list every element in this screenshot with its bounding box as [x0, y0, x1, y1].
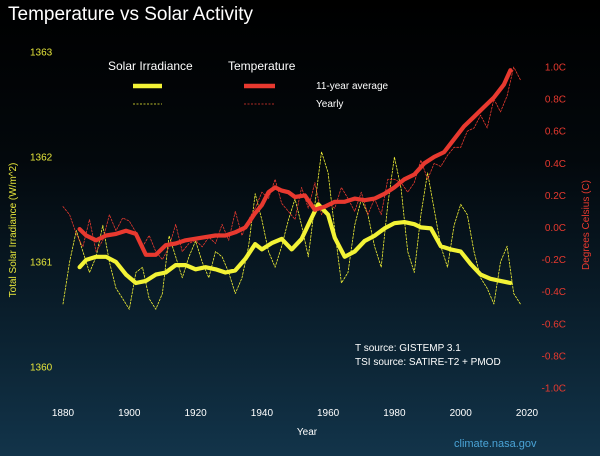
x-axis-label: Year	[297, 427, 318, 438]
y-right-tick-label: 0.2C	[545, 191, 566, 202]
legend-label-yearly: Yearly	[316, 99, 343, 110]
x-tick-label: 1920	[184, 408, 207, 419]
legend-group-solar: Solar Irradiance	[108, 59, 193, 73]
y-left-axis-label: Total Solar Irradiance (W/m^2)	[8, 163, 19, 298]
x-tick-label: 1900	[118, 408, 141, 419]
y-right-tick-label: 0.0C	[545, 223, 566, 234]
y-right-tick-label: 1.0C	[545, 63, 566, 74]
x-tick-label: 1880	[52, 408, 75, 419]
axis-ticks: 1880 1900 1920 1940 1960 1980 2000 2020 1360 1361…	[30, 48, 566, 420]
y-right-tick-label: 0.6C	[545, 127, 566, 138]
y-left-tick-label: 1361	[30, 258, 53, 269]
annotation-tsi-source: TSI source: SATIRE-T2 + PMOD	[355, 357, 501, 368]
x-tick-label: 1980	[383, 408, 406, 419]
y-right-tick-label: 0.8C	[545, 95, 566, 106]
y-right-tick-label: -0.8C	[542, 351, 566, 362]
y-left-tick-label: 1362	[30, 153, 53, 164]
y-right-tick-label: -1.0C	[542, 384, 566, 395]
y-right-tick-label: -0.2C	[542, 255, 566, 266]
y-right-tick-label: -0.6C	[542, 319, 566, 330]
annotation-t-source: T source: GISTEMP 3.1	[355, 343, 461, 354]
series-line-temp-avg	[77, 68, 513, 257]
legend-label-average: 11-year average	[316, 81, 389, 92]
y-left-tick-label: 1363	[30, 48, 53, 59]
y-right-tick-label: -0.4C	[542, 287, 566, 298]
source-credit: climate.nasa.gov	[454, 438, 537, 450]
series-line-tsi-avg	[77, 202, 513, 286]
x-tick-label: 1960	[317, 408, 340, 419]
series-line-temp-yearly	[62, 66, 521, 261]
x-tick-label: 2000	[450, 408, 473, 419]
x-tick-label: 2020	[516, 408, 539, 419]
x-tick-label: 1940	[251, 408, 274, 419]
series-lines	[62, 66, 521, 310]
y-left-tick-label: 1360	[30, 363, 53, 374]
legend-group-temperature: Temperature	[228, 59, 296, 73]
y-right-axis-label: Degrees Celsius (C)	[581, 180, 592, 270]
legend: Solar Irradiance Temperature 11-year ave…	[108, 59, 389, 110]
y-right-tick-label: 0.4C	[545, 159, 566, 170]
chart-title: Temperature vs Solar Activity	[8, 4, 253, 25]
series-line-tsi-yearly	[62, 151, 521, 310]
